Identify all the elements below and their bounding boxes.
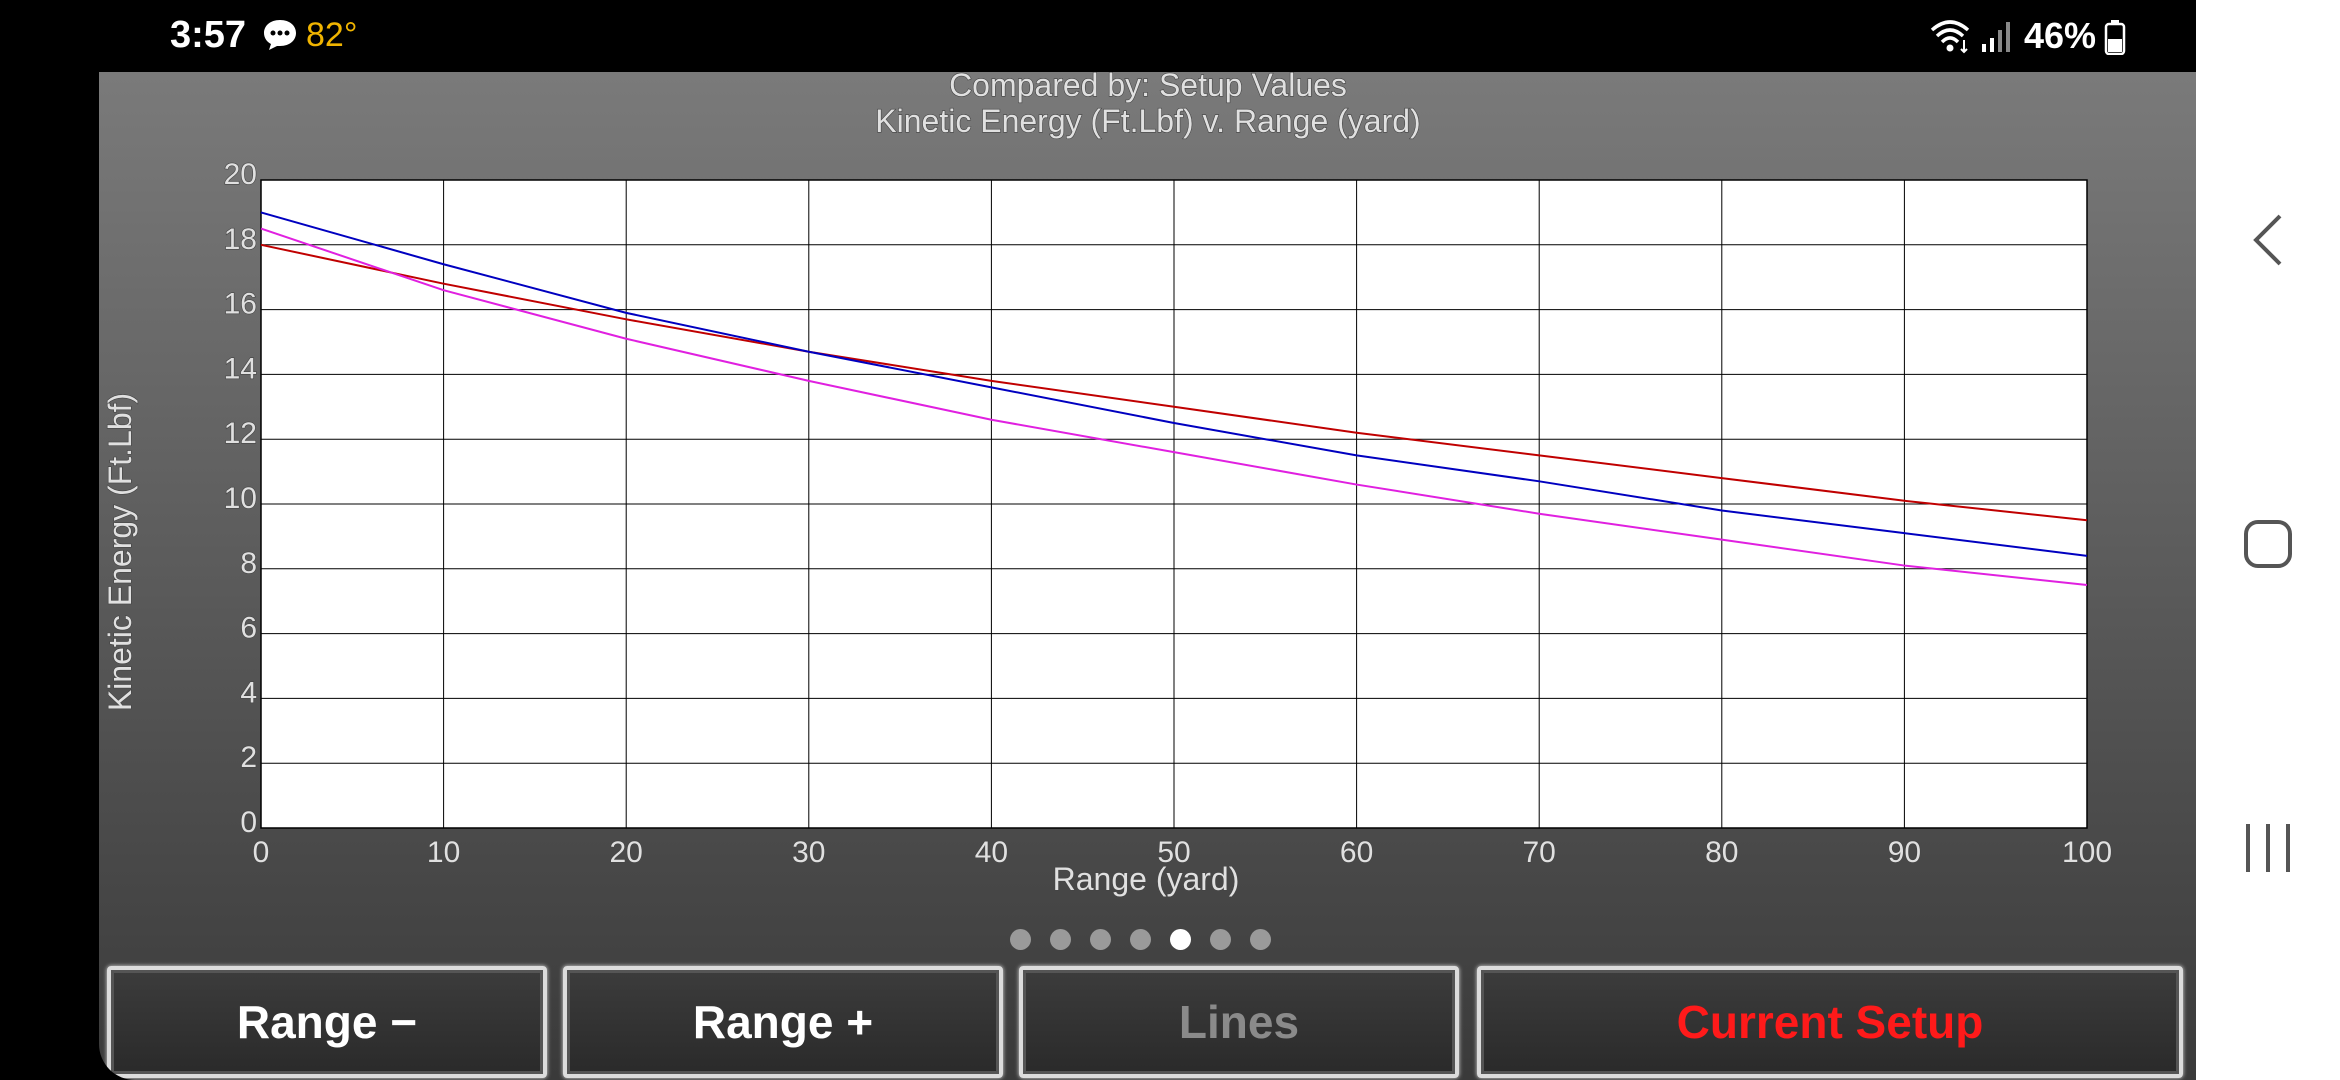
range-minus-button[interactable]: Range − xyxy=(107,966,547,1078)
x-tick-label: 0 xyxy=(253,836,270,869)
series-line-2 xyxy=(260,211,2088,557)
series-lines xyxy=(260,211,2088,586)
x-tick-label: 100 xyxy=(2062,836,2112,869)
x-tick-labels: 0 10 20 30 40 50 60 70 80 90 100 xyxy=(252,835,2113,869)
page-dot[interactable] xyxy=(1010,929,1031,950)
chart-subtitle: Kinetic Energy (Ft.Lbf) v. Range (yard) xyxy=(875,103,1420,139)
y-tick-labels: 0 2 4 6 8 10 12 14 16 18 20 xyxy=(223,157,258,839)
y-tick-label: 18 xyxy=(224,223,257,256)
wifi-icon xyxy=(1928,18,1972,59)
page-indicator xyxy=(1010,929,1271,953)
page-dot[interactable] xyxy=(1250,929,1271,950)
x-axis-label: Range (yard) xyxy=(1053,861,1240,897)
x-tick-label: 10 xyxy=(427,836,460,869)
page-dot[interactable] xyxy=(1090,929,1111,950)
y-tick-label: 4 xyxy=(240,676,257,709)
y-tick-label: 14 xyxy=(224,352,257,385)
status-temperature: 82° xyxy=(306,16,358,54)
status-bar: 3:57 82° 46% xyxy=(0,0,2196,72)
y-tick-label: 12 xyxy=(224,417,257,450)
x-tick-label: 70 xyxy=(1523,836,1556,869)
series-line-1 xyxy=(260,243,2088,522)
page-dot[interactable] xyxy=(1130,929,1151,950)
x-tick-label: 80 xyxy=(1705,836,1738,869)
y-tick-label: 20 xyxy=(224,158,257,191)
current-setup-button[interactable]: Current Setup xyxy=(1477,966,2183,1078)
y-tick-label: 16 xyxy=(224,288,257,321)
navigation-bar xyxy=(2196,0,2340,1080)
page-dot[interactable] xyxy=(1210,929,1231,950)
grid-lines xyxy=(260,179,2088,829)
page-dot[interactable] xyxy=(1170,929,1191,950)
x-tick-label: 60 xyxy=(1340,836,1373,869)
y-tick-label: 10 xyxy=(224,482,257,515)
y-tick-label: 6 xyxy=(240,612,257,645)
ke-range-chart: Compared by: Setup Values Kinetic Energy… xyxy=(101,72,2113,898)
signal-icon xyxy=(1980,20,2014,57)
y-axis-label: Kinetic Energy (Ft.Lbf) xyxy=(102,393,138,711)
x-tick-label: 30 xyxy=(792,836,825,869)
chart-title: Compared by: Setup Values xyxy=(949,72,1347,103)
lines-button[interactable]: Lines xyxy=(1019,966,1459,1078)
recent-apps-icon[interactable] xyxy=(2196,820,2340,876)
chat-bubble-icon xyxy=(262,18,298,57)
battery-icon xyxy=(2104,19,2126,60)
battery-percent: 46% xyxy=(2024,15,2097,56)
series-line-3 xyxy=(260,227,2088,586)
y-tick-label: 0 xyxy=(240,806,257,839)
status-time: 3:57 xyxy=(170,14,247,56)
x-tick-label: 40 xyxy=(975,836,1008,869)
back-icon[interactable] xyxy=(2196,210,2340,270)
range-plus-button[interactable]: Range + xyxy=(563,966,1003,1078)
x-tick-label: 90 xyxy=(1888,836,1921,869)
x-tick-label: 20 xyxy=(610,836,643,869)
y-tick-label: 2 xyxy=(240,741,257,774)
page-dot[interactable] xyxy=(1050,929,1071,950)
y-tick-label: 8 xyxy=(240,547,257,580)
x-tick-label: 50 xyxy=(1157,836,1190,869)
app-screen: Compared by: Setup Values Kinetic Energy… xyxy=(99,72,2196,1080)
home-icon[interactable] xyxy=(2196,518,2340,570)
